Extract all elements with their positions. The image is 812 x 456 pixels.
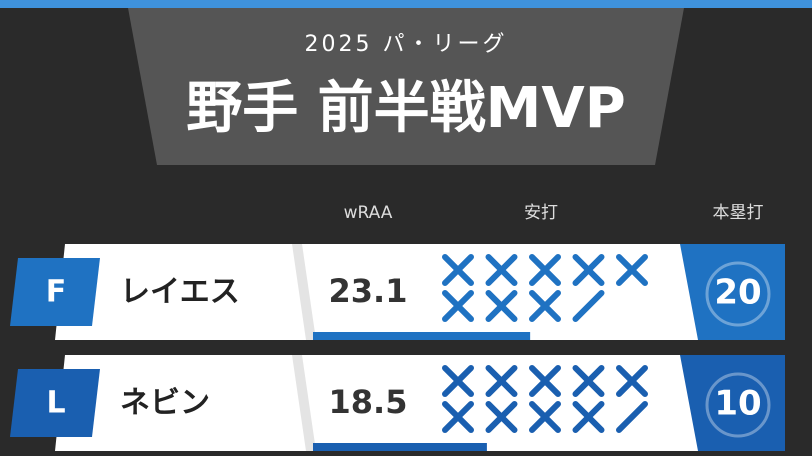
hit-icon [572,254,605,286]
hit-icon [616,365,648,397]
hr-ball [705,372,771,438]
bat [572,401,605,433]
bat [529,254,561,286]
hr-value: 20 [714,273,761,313]
bat [616,401,648,433]
team-letter: F [46,275,67,310]
rows: F レイエス 23.1 20 L ネビン 18.5 10 [10,244,785,451]
hit-icon [529,401,561,433]
hit-icon [616,254,648,286]
bat [529,401,561,433]
bat [442,365,474,397]
bat [572,365,605,397]
wraa-value: 18.5 [329,383,408,421]
hit-icon [572,365,605,397]
header-panel [128,8,684,165]
hit-icon [572,290,605,322]
bat [529,365,561,397]
column-header: 本塁打 [713,203,764,223]
hr-ball [705,261,771,327]
bat [442,401,474,433]
bat [616,254,648,286]
hit-icon [485,401,518,433]
bat [442,290,474,322]
row-card [55,244,785,340]
hit-icon [485,254,518,286]
hit-icon [442,401,474,433]
wraa-bar [313,443,487,451]
bat [485,254,518,286]
bat [572,290,605,322]
title: 野手 前半戦MVP [186,76,626,141]
hr-value: 10 [714,384,761,424]
hr-panel [680,244,785,340]
row-divider [292,355,316,451]
bat [616,365,648,397]
hit-icon [442,290,474,322]
hit-icon [529,254,561,286]
team-badge [10,369,100,437]
wraa-bar [313,332,531,340]
team-badge [10,258,100,326]
team-letter: L [46,386,65,421]
bat [442,254,474,286]
hit-icon [529,365,561,397]
column-header: 安打 [524,203,558,223]
subtitle: 2025 パ・リーグ [305,32,508,57]
top-stripe [0,0,812,8]
player-name: レイエス [120,275,240,310]
hit-icon [529,290,561,322]
hit-icon [485,365,518,397]
bat [572,254,605,286]
hr-panel [680,355,785,451]
hit-icon [616,401,648,433]
hit-icon [572,401,605,433]
bat [485,401,518,433]
hit-icon [442,254,474,286]
wraa-value: 23.1 [329,272,408,310]
hit-icon [485,290,518,322]
row-divider [292,244,316,340]
player-name: ネビン [120,386,210,421]
bat [485,290,518,322]
bat [529,290,561,322]
bat [485,365,518,397]
hit-icon [442,365,474,397]
column-header: wRAA [344,203,393,223]
